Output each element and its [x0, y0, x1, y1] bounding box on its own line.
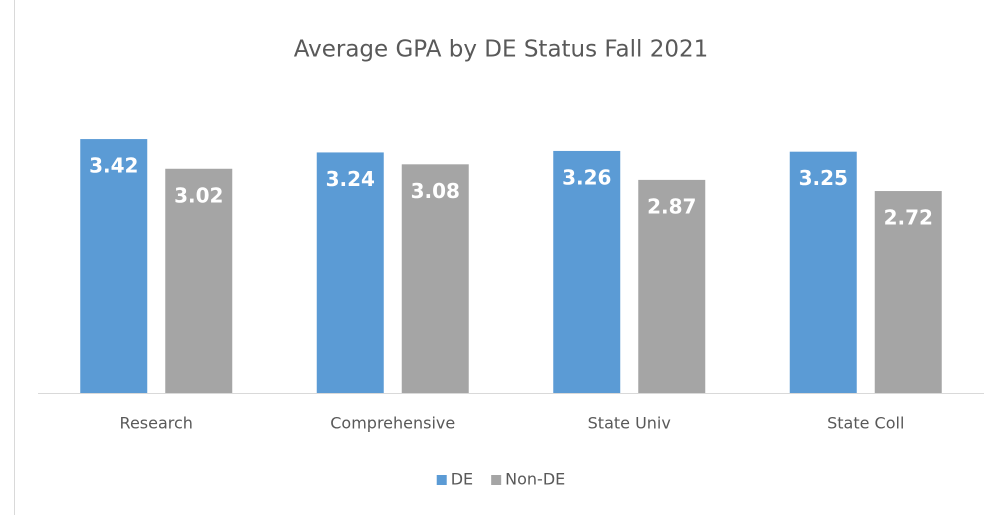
data-label: 3.08 [411, 179, 460, 203]
legend-label: DE [451, 470, 473, 489]
data-label: 3.25 [799, 166, 848, 190]
data-label: 3.24 [326, 167, 375, 191]
data-label: 3.26 [562, 165, 611, 189]
bar [80, 139, 148, 393]
bar [874, 191, 942, 393]
bar [316, 152, 384, 393]
x-tick-label: State Univ [588, 414, 671, 433]
x-tick-label: Research [120, 414, 193, 433]
x-tick-label: Comprehensive [330, 414, 455, 433]
chart-title: Average GPA by DE Status Fall 2021 [294, 37, 709, 63]
x-tick-label: State Coll [827, 414, 904, 433]
bar [553, 150, 621, 393]
legend-swatch [491, 475, 502, 485]
bar [789, 151, 857, 393]
legend-label: Non-DE [505, 470, 565, 489]
data-label: 2.72 [884, 206, 933, 230]
bar [638, 179, 706, 393]
data-label: 2.87 [647, 194, 696, 218]
legend-swatch [436, 475, 447, 485]
bar [165, 168, 233, 393]
bar [401, 164, 469, 393]
data-label: 3.02 [174, 183, 223, 207]
data-label: 3.42 [89, 154, 138, 178]
